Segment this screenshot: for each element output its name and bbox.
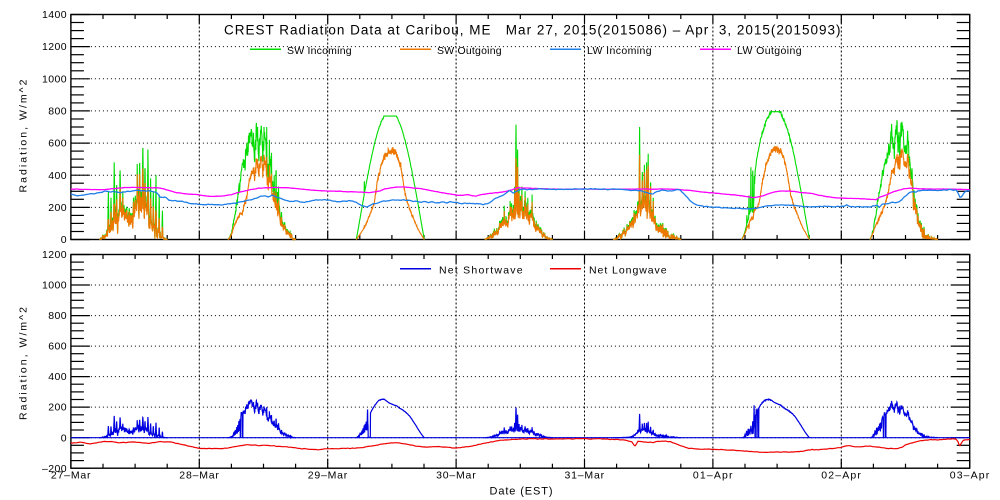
svg-text:CREST Radiation Data at Caribo: CREST Radiation Data at Caribou, ME Mar … <box>224 23 841 38</box>
svg-text:1200: 1200 <box>42 41 67 53</box>
svg-text:600: 600 <box>48 341 67 353</box>
svg-text:1200: 1200 <box>42 249 67 261</box>
svg-text:LW Outgoing: LW Outgoing <box>737 45 802 57</box>
svg-text:400: 400 <box>48 170 67 182</box>
svg-text:400: 400 <box>48 371 67 383</box>
svg-text:800: 800 <box>48 310 67 322</box>
svg-text:600: 600 <box>48 138 67 150</box>
svg-text:SW Incoming: SW Incoming <box>287 45 352 57</box>
svg-text:01–Apr: 01–Apr <box>693 469 733 481</box>
svg-text:Net Longwave: Net Longwave <box>589 265 667 277</box>
svg-text:31–Mar: 31–Mar <box>565 469 605 481</box>
svg-text:Radiation, W/m^2: Radiation, W/m^2 <box>18 79 30 192</box>
svg-text:200: 200 <box>48 202 67 214</box>
svg-text:0: 0 <box>61 234 67 246</box>
svg-text:28–Mar: 28–Mar <box>179 469 219 481</box>
svg-text:800: 800 <box>48 106 67 118</box>
svg-text:03–Apr: 03–Apr <box>950 469 990 481</box>
svg-text:200: 200 <box>48 402 67 414</box>
svg-text:1400: 1400 <box>42 9 67 21</box>
svg-text:1000: 1000 <box>42 280 67 292</box>
svg-text:0: 0 <box>61 432 67 444</box>
svg-text:Net Shortwave: Net Shortwave <box>439 265 523 277</box>
svg-text:1000: 1000 <box>42 73 67 85</box>
svg-text:29–Mar: 29–Mar <box>308 469 348 481</box>
svg-text:02–Apr: 02–Apr <box>821 469 861 481</box>
svg-text:LW Incoming: LW Incoming <box>587 45 652 57</box>
svg-text:–200: –200 <box>42 463 67 475</box>
svg-text:SW Outgoing: SW Outgoing <box>437 45 502 57</box>
svg-text:Date (EST): Date (EST) <box>490 486 553 498</box>
svg-text:27–Mar: 27–Mar <box>51 469 91 481</box>
svg-text:Radiation, W/m^2: Radiation, W/m^2 <box>18 307 30 420</box>
svg-text:30–Mar: 30–Mar <box>436 469 476 481</box>
